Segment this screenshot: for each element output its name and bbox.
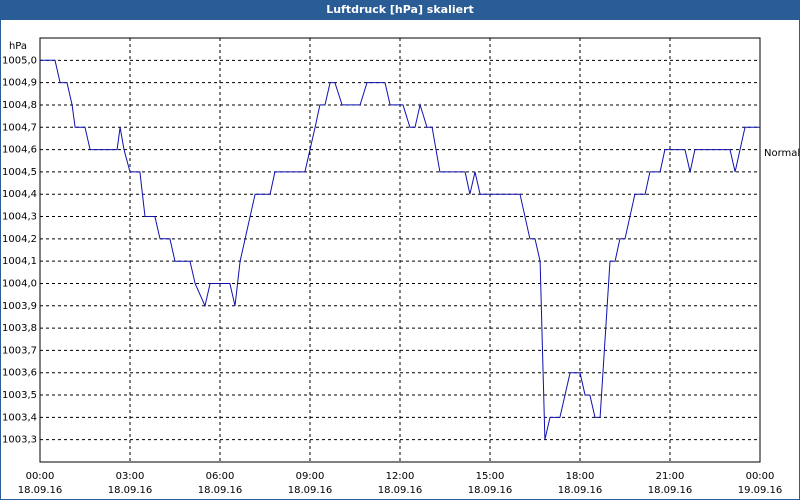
x-tick-date: 18.09.16 — [648, 485, 693, 496]
y-tick-label: 1004,9 — [2, 78, 37, 89]
legend-label: Normal — [764, 148, 800, 159]
x-tick-label: 06:00 — [206, 471, 235, 482]
y-tick-label: 1004,5 — [2, 167, 37, 178]
chart-title: Luftdruck [hPa] skaliert — [326, 3, 474, 16]
x-tick-label: 18:00 — [566, 471, 595, 482]
x-tick-date: 18.09.16 — [198, 485, 243, 496]
data-line — [40, 59, 760, 440]
y-tick-label: 1004,2 — [2, 234, 37, 245]
y-tick-label: 1003,9 — [2, 301, 37, 312]
x-tick-date: 18.09.16 — [468, 485, 513, 496]
y-tick-label: 1004,3 — [2, 212, 37, 223]
y-tick-label: 1003,4 — [2, 412, 37, 423]
y-tick-label: 1003,7 — [2, 345, 37, 356]
y-tick-label: 1004,1 — [2, 256, 37, 267]
x-tick-label: 12:00 — [386, 471, 415, 482]
x-tick-date: 18.09.16 — [108, 485, 153, 496]
x-tick-date: 18.09.16 — [18, 485, 63, 496]
x-tick-date: 18.09.16 — [558, 485, 603, 496]
x-tick-label: 00:00 — [26, 471, 55, 482]
x-tick-label: 00:00 — [746, 471, 775, 482]
y-tick-label: 1003,5 — [2, 390, 37, 401]
y-tick-label: 1004,4 — [2, 189, 37, 200]
title-bar — [0, 0, 800, 20]
x-tick-date: 18.09.16 — [378, 485, 423, 496]
y-unit: hPa — [9, 41, 27, 52]
y-tick-label: 1005,0 — [2, 55, 37, 66]
y-tick-label: 1004,6 — [2, 145, 37, 156]
x-tick-label: 09:00 — [296, 471, 325, 482]
y-tick-label: 1003,3 — [2, 435, 37, 446]
x-tick-label: 03:00 — [116, 471, 145, 482]
x-tick-label: 21:00 — [656, 471, 685, 482]
y-tick-label: 1004,7 — [2, 122, 37, 133]
x-tick-date: 18.09.16 — [288, 485, 333, 496]
y-tick-label: 1003,8 — [2, 323, 37, 334]
y-tick-label: 1003,6 — [2, 368, 37, 379]
x-tick-label: 15:00 — [476, 471, 505, 482]
y-tick-label: 1004,0 — [2, 278, 37, 289]
y-tick-label: 1004,8 — [2, 100, 37, 111]
x-tick-date: 19.09.16 — [738, 485, 783, 496]
